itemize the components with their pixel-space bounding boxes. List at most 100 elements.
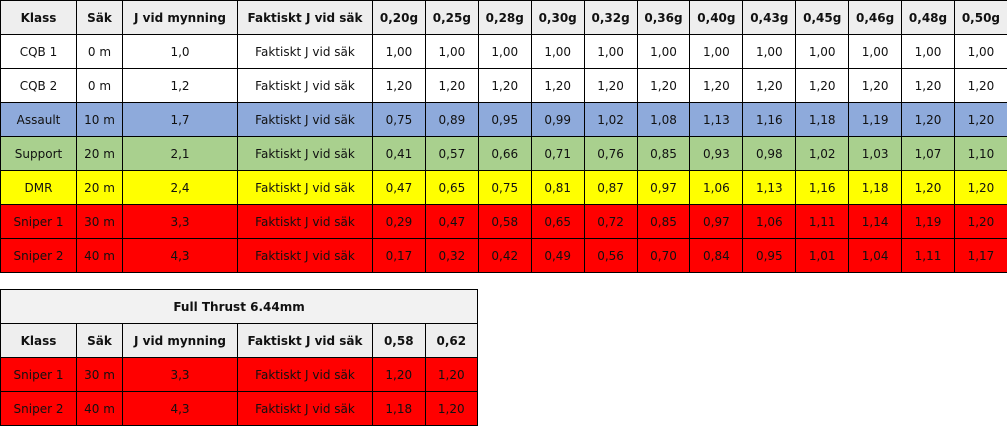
cell: 1,18 [848,170,903,205]
cell: 0,76 [583,136,638,171]
cell: 1,00 [530,34,585,69]
header-cell: J vid mynning [122,323,238,358]
cell: 1,0 [122,34,238,69]
cell: 40 m [76,238,123,273]
cell: Faktiskt J vid säk [237,68,373,103]
header-cell: 0,32g [583,0,638,35]
class-cell: Sniper 1 [0,357,77,392]
cell: 4,3 [122,238,238,273]
cell: 0,41 [372,136,426,171]
cell: 0,56 [583,238,638,273]
cell: 1,16 [742,102,797,137]
header-cell: 0,20g [372,0,426,35]
title-row: Full Thrust 6.44mm [0,289,479,324]
header-cell: 0,30g [530,0,585,35]
cell: 0,42 [477,238,532,273]
cell: 1,19 [901,204,955,239]
cell: Faktiskt J vid säk [237,357,373,392]
cell: 1,00 [848,34,903,69]
cell: 1,20 [901,170,955,205]
cell: 1,10 [953,136,1007,171]
full-thrust-table: Full Thrust 6.44mm Klass Säk J vid mynning F… [0,289,479,426]
cell: 0,17 [372,238,426,273]
header-cell: 0,62 [424,323,479,358]
cell: 1,13 [689,102,744,137]
cell: 0,81 [530,170,585,205]
ballistics-table: Klass Säk J vid mynning Faktiskt J vid säk 0… [0,0,1007,273]
cell: 1,14 [848,204,903,239]
cell: 0,47 [372,170,426,205]
cell: 0,32 [424,238,479,273]
header-cell: 0,58 [372,323,426,358]
cell: Faktiskt J vid säk [237,391,373,426]
cell: 1,13 [742,170,797,205]
cell: 0 m [76,34,123,69]
cell: 1,04 [848,238,903,273]
cell: 0,87 [583,170,638,205]
cell: 1,20 [424,68,479,103]
cell: 0,66 [477,136,532,171]
cell: 1,20 [953,204,1007,239]
cell: 1,02 [583,102,638,137]
cell: 0,85 [636,136,691,171]
cell: 1,20 [953,68,1007,103]
cell: 1,08 [636,102,691,137]
cell: 1,00 [901,34,955,69]
cell: 1,20 [689,68,744,103]
cell: 1,20 [953,102,1007,137]
cell: 1,00 [372,34,426,69]
cell: 0,84 [689,238,744,273]
cell: 1,20 [583,68,638,103]
cell: 0,65 [530,204,585,239]
cell: 10 m [76,102,123,137]
cell: 1,19 [848,102,903,137]
cell: 0,97 [689,204,744,239]
cell: 1,00 [953,34,1007,69]
cell: 1,18 [795,102,850,137]
cell: 1,00 [583,34,638,69]
cell: 1,20 [424,391,479,426]
table-title: Full Thrust 6.44mm [0,289,479,324]
class-cell: DMR [0,170,77,205]
cell: 1,20 [530,68,585,103]
header-cell: 0,25g [424,0,479,35]
data-row: Sniper 1 30 m 3,3 Faktiskt J vid säk 1,20 1,2… [0,357,479,392]
cell: 1,00 [689,34,744,69]
header-cell: 0,43g [742,0,797,35]
cell: 1,06 [689,170,744,205]
cell: 0,72 [583,204,638,239]
cell: 0,89 [424,102,479,137]
header-row: Klass Säk J vid mynning Faktiskt J vid säk 0… [0,323,479,358]
cell: 1,20 [901,102,955,137]
cell: 1,20 [372,68,426,103]
cell: 1,16 [795,170,850,205]
cell: 1,20 [424,357,479,392]
cell: Faktiskt J vid säk [237,102,373,137]
data-row: Sniper 1 30 m 3,3 Faktiskt J vid säk 0,29 0,4… [0,204,1007,239]
cell: 1,20 [636,68,691,103]
cell: 1,01 [795,238,850,273]
cell: 1,7 [122,102,238,137]
data-row: Support 20 m 2,1 Faktiskt J vid säk 0,41 0,57… [0,136,1007,171]
cell: 1,20 [372,357,426,392]
header-cell: Klass [0,323,77,358]
class-cell: Sniper 2 [0,238,77,273]
cell: 0,75 [477,170,532,205]
cell: 0,29 [372,204,426,239]
cell: 0,49 [530,238,585,273]
cell: 1,02 [795,136,850,171]
header-cell: Säk [76,0,123,35]
cell: Faktiskt J vid säk [237,170,373,205]
cell: 0,57 [424,136,479,171]
cell: 30 m [76,204,123,239]
header-row: Klass Säk J vid mynning Faktiskt J vid säk 0… [0,0,1007,35]
cell: 0,70 [636,238,691,273]
cell: 0,95 [477,102,532,137]
cell: 0,98 [742,136,797,171]
class-cell: Sniper 1 [0,204,77,239]
data-row: Assault 10 m 1,7 Faktiskt J vid säk 0,75 0,89… [0,102,1007,137]
cell: 2,1 [122,136,238,171]
header-cell: Faktiskt J vid säk [237,0,373,35]
cell: 1,20 [901,68,955,103]
